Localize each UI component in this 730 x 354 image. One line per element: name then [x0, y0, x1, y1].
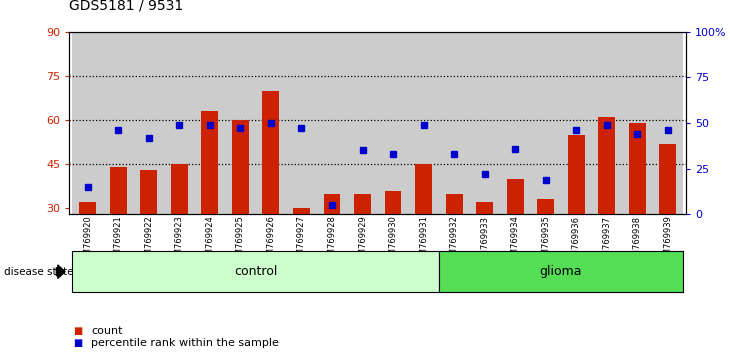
- Bar: [408, 32, 439, 214]
- Text: control: control: [234, 265, 277, 278]
- Bar: [347, 32, 377, 214]
- Bar: [293, 208, 310, 214]
- Bar: [354, 194, 371, 214]
- Text: disease state: disease state: [4, 267, 73, 277]
- Bar: [385, 191, 402, 214]
- Text: glioma: glioma: [539, 265, 583, 278]
- Bar: [599, 117, 615, 214]
- Bar: [110, 167, 126, 214]
- Bar: [653, 32, 683, 214]
- Bar: [255, 32, 286, 214]
- Bar: [531, 32, 561, 214]
- Text: percentile rank within the sample: percentile rank within the sample: [91, 338, 279, 348]
- Text: GDS5181 / 9531: GDS5181 / 9531: [69, 0, 184, 12]
- Bar: [140, 170, 157, 214]
- Bar: [659, 144, 676, 214]
- Bar: [439, 32, 469, 214]
- Bar: [201, 111, 218, 214]
- Bar: [317, 32, 347, 214]
- Bar: [225, 32, 256, 214]
- Bar: [507, 179, 523, 214]
- Bar: [232, 120, 249, 214]
- Bar: [171, 164, 188, 214]
- Bar: [80, 202, 96, 214]
- Bar: [568, 135, 585, 214]
- Bar: [195, 32, 225, 214]
- Bar: [591, 32, 622, 214]
- Bar: [561, 32, 591, 214]
- Bar: [415, 164, 432, 214]
- Bar: [469, 32, 500, 214]
- Bar: [103, 32, 134, 214]
- Text: count: count: [91, 326, 123, 336]
- Bar: [263, 91, 280, 214]
- Bar: [500, 32, 531, 214]
- Bar: [476, 202, 493, 214]
- Bar: [537, 199, 554, 214]
- Bar: [72, 32, 103, 214]
- Bar: [323, 194, 340, 214]
- Bar: [446, 194, 463, 214]
- Bar: [286, 32, 317, 214]
- Text: ■: ■: [73, 326, 82, 336]
- Bar: [629, 123, 646, 214]
- Bar: [164, 32, 195, 214]
- Bar: [377, 32, 408, 214]
- Text: ■: ■: [73, 338, 82, 348]
- Bar: [622, 32, 653, 214]
- Bar: [134, 32, 164, 214]
